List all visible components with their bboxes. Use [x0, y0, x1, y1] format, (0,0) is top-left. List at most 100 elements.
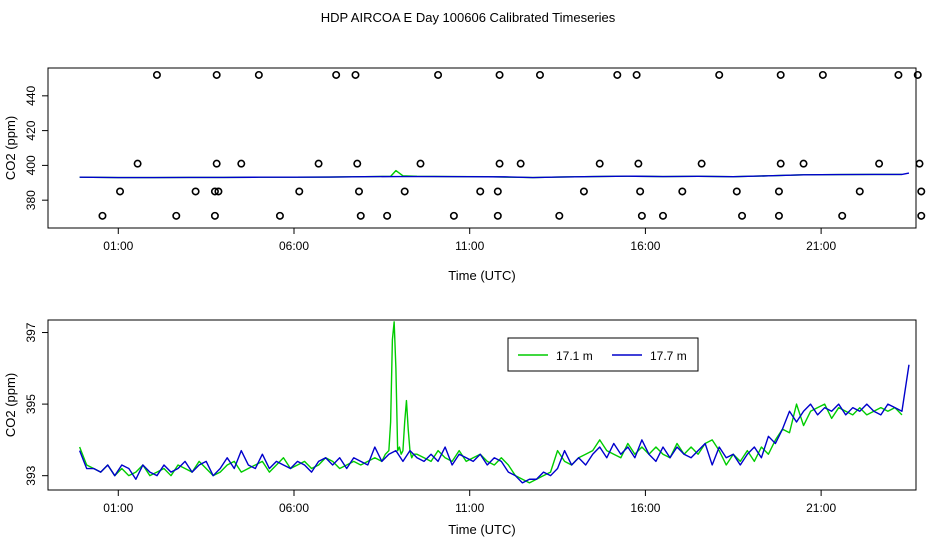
top-marker-points: [98, 70, 926, 220]
top-marker-point: [416, 159, 425, 168]
top-marker-point: [356, 211, 365, 220]
top-x-tick-label: 06:00: [279, 239, 309, 253]
top-marker-point: [678, 187, 687, 196]
bottom-x-tick-label: 11:00: [455, 501, 484, 515]
top-marker-point: [400, 187, 409, 196]
top-series-line-17-7-m: [79, 172, 910, 179]
top-marker-point: [715, 70, 724, 79]
top-marker-point: [354, 187, 363, 196]
bottom-x-axis-ticks: 01:00 06:00 11:00 16:00 21:00: [103, 490, 836, 515]
top-marker-point: [332, 70, 341, 79]
top-marker-point: [295, 187, 304, 196]
bottom-plot-frame: [47, 319, 917, 491]
bottom-y-axis-label: CO2 (ppm): [3, 373, 18, 437]
top-marker-point: [214, 187, 223, 196]
top-marker-point: [212, 159, 221, 168]
top-marker-point: [210, 187, 219, 196]
top-marker-point: [915, 159, 924, 168]
top-marker-point: [516, 159, 525, 168]
top-marker-point: [493, 211, 502, 220]
top-y-tick-label: 420: [24, 120, 38, 140]
legend: 17.1 m 17.7 m: [507, 337, 699, 372]
top-marker-point: [383, 211, 392, 220]
bottom-x-tick-label: 16:00: [630, 501, 660, 515]
bottom-series-line-17-7-m: [78, 364, 910, 484]
top-marker-point: [776, 159, 785, 168]
top-marker-point: [732, 187, 741, 196]
top-marker-point: [495, 70, 504, 79]
top-y-axis-label: CO2 (ppm): [3, 116, 18, 180]
top-marker-point: [636, 187, 645, 196]
top-marker-point: [632, 70, 641, 79]
top-marker-point: [212, 70, 221, 79]
top-marker-point: [237, 159, 246, 168]
bottom-y-tick-label: 393: [24, 465, 38, 485]
bottom-series-lines: [78, 321, 910, 484]
top-marker-point: [449, 211, 458, 220]
top-panel: Time (UTC) CO2 (ppm) 01:00 06:00 11:00 16:0…: [3, 67, 926, 283]
legend-label-17-7-m: 17.7 m: [650, 349, 687, 363]
top-marker-point: [838, 211, 847, 220]
top-y-tick-label: 400: [24, 155, 38, 175]
top-marker-point: [774, 211, 783, 220]
top-marker-point: [351, 70, 360, 79]
top-marker-point: [133, 159, 142, 168]
top-marker-point: [776, 70, 785, 79]
top-marker-point: [210, 211, 219, 220]
top-marker-point: [913, 70, 922, 79]
bottom-y-tick-label: 395: [24, 394, 38, 414]
top-x-axis-label: Time (UTC): [448, 268, 515, 283]
top-plot-frame: [47, 67, 917, 229]
bottom-panel: Time (UTC) CO2 (ppm) 01:00 06:00 11:00 16:0…: [3, 319, 917, 537]
top-marker-point: [579, 187, 588, 196]
top-marker-point: [116, 187, 125, 196]
top-marker-point: [275, 211, 284, 220]
top-marker-point: [476, 187, 485, 196]
top-marker-point: [774, 187, 783, 196]
top-marker-point: [314, 159, 323, 168]
bottom-y-tick-label: 397: [24, 322, 38, 342]
bottom-x-tick-label: 06:00: [279, 501, 309, 515]
top-marker-point: [818, 70, 827, 79]
top-series-lines: [79, 169, 910, 179]
top-y-tick-label: 440: [24, 85, 38, 105]
top-marker-point: [434, 70, 443, 79]
top-marker-point: [254, 70, 263, 79]
top-x-tick-label: 16:00: [630, 239, 660, 253]
top-marker-point: [555, 211, 564, 220]
top-marker-point: [495, 159, 504, 168]
bottom-x-tick-label: 21:00: [806, 501, 836, 515]
top-marker-point: [535, 70, 544, 79]
top-marker-point: [917, 187, 926, 196]
top-marker-point: [98, 211, 107, 220]
top-marker-point: [172, 211, 181, 220]
top-marker-point: [875, 159, 884, 168]
top-marker-point: [855, 187, 864, 196]
top-x-tick-label: 11:00: [455, 239, 484, 253]
top-y-axis-ticks: 380 400 420 440: [24, 85, 48, 210]
top-marker-point: [894, 70, 903, 79]
top-marker-point: [917, 211, 926, 220]
top-x-tick-label: 21:00: [806, 239, 836, 253]
bottom-x-tick-label: 01:00: [103, 501, 133, 515]
top-marker-point: [595, 159, 604, 168]
bottom-x-axis-label: Time (UTC): [448, 522, 515, 537]
legend-label-17-1-m: 17.1 m: [556, 349, 593, 363]
top-marker-point: [637, 211, 646, 220]
top-marker-point: [738, 211, 747, 220]
top-x-tick-label: 01:00: [103, 239, 133, 253]
top-marker-point: [152, 70, 161, 79]
top-marker-point: [191, 187, 200, 196]
top-marker-point: [613, 70, 622, 79]
top-marker-point: [697, 159, 706, 168]
figure-title: HDP AIRCOA E Day 100606 Calibrated Times…: [321, 10, 616, 25]
top-marker-point: [634, 159, 643, 168]
top-y-tick-label: 380: [24, 190, 38, 210]
bottom-y-axis-ticks: 393 395 397: [24, 322, 48, 486]
top-marker-point: [353, 159, 362, 168]
top-marker-point: [799, 159, 808, 168]
bottom-series-line-17-1-m: [78, 321, 903, 484]
top-marker-point: [493, 187, 502, 196]
top-marker-point: [658, 211, 667, 220]
